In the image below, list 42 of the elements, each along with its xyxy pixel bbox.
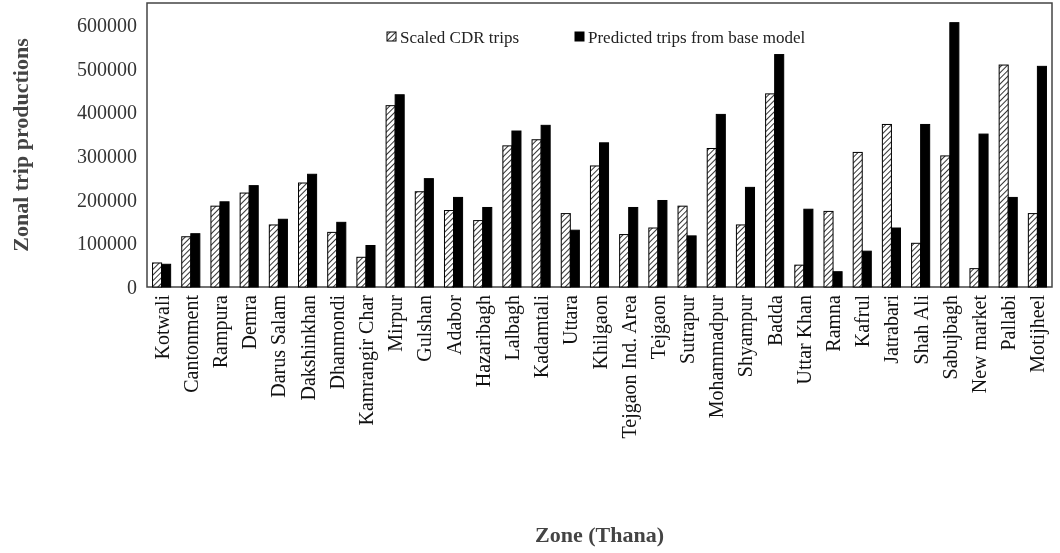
legend-label: Predicted trips from base model [588, 27, 806, 47]
x-tick-label: Gulshan [413, 295, 436, 362]
x-tick-label: Hazaribagh [471, 295, 495, 388]
x-tick-label: Kotwali [150, 294, 173, 360]
y-tick-label: 500000 [77, 57, 137, 80]
x-tick-label: Shah Ali [909, 294, 932, 365]
y-tick-label: 100000 [77, 232, 137, 255]
x-tick-label: Mohammadpur [705, 294, 729, 419]
x-tick-label: New market [968, 294, 991, 394]
x-tick-label: Rampura [208, 294, 232, 369]
x-tick-label: Ramna [822, 294, 845, 352]
x-tick-label: Demra [238, 294, 261, 350]
x-tick-label: Pallabi [997, 294, 1020, 351]
x-tick-label: Kadamtali [530, 294, 553, 379]
y-tick-label: 200000 [77, 188, 137, 211]
x-tick-label: Uttar Khan [792, 295, 815, 385]
legend-label: Scaled CDR trips [400, 27, 519, 47]
y-tick-label: 600000 [77, 13, 137, 36]
x-tick-label: Uttara [559, 294, 582, 345]
x-tick-label: Dhanmondi [325, 294, 348, 390]
x-tick-label: Jatrabari [880, 294, 903, 364]
y-axis-title: Zonal trip productions [8, 37, 33, 252]
x-tick-label: Sabujbagh [938, 295, 962, 380]
x-tick-label: Tejgaon Ind. Area [617, 294, 641, 439]
x-tick-label: Dakshinkhan [296, 295, 319, 401]
x-tick-label: Adabor [442, 294, 465, 355]
x-tick-label: Cantonment [179, 294, 202, 393]
x-tick-label: Motijheel [1026, 294, 1050, 373]
x-tick-label: Sutrapur [676, 294, 700, 364]
y-tick-label: 300000 [77, 144, 137, 167]
x-tick-label: Tejgaon [646, 295, 670, 360]
y-tick-label: 0 [127, 276, 137, 298]
x-axis-title: Zone (Thana) [535, 522, 664, 547]
x-tick-label: Shyampur [734, 294, 758, 378]
x-tick-label: Khilgaon [588, 295, 612, 370]
x-tick-label: Kamrangir Char [354, 294, 378, 426]
x-tick-label: Badda [763, 294, 786, 347]
x-tick-label: Darus Salam [267, 294, 290, 398]
x-tick-label: Mirpur [384, 294, 408, 352]
x-tick-label: Kafrul [851, 294, 874, 348]
x-tick-label: Lalbagh [500, 295, 524, 361]
y-tick-label: 400000 [77, 101, 137, 124]
